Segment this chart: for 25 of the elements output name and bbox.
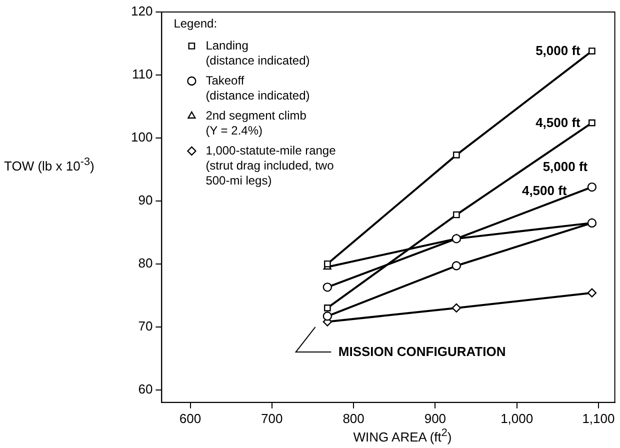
x-tick-label: 900 [424,410,446,426]
x-tick-label: 600 [179,410,202,426]
annotation: MISSION CONFIGURATION [338,344,506,360]
annotation: 4,500 ft [536,115,580,132]
legend-label: Landing (distance indicated) [206,38,310,68]
x-tick-label: 1,000 [500,410,534,426]
annotation: 4,500 ft [522,182,567,199]
y-tick-label: 60 [138,381,153,396]
x-axis-title: WING AREA (ft$^{2}$) [352,427,453,444]
legend-label: 1,000-statute-mile range (strut drag included, two 500-mi legs) [206,143,336,188]
legend-label: 2nd segment climb (Υ = 2.4%) [206,108,307,138]
legend-label: Takeoff (distance indicated) [206,73,310,102]
x-tick-label: 1,100 [582,410,615,426]
annotation: 5,000 ft [536,43,580,60]
y-tick-label: 100 [130,130,153,145]
y-tick-label: 90 [138,192,153,208]
legend-title: Legend: [174,16,218,30]
x-tick-label: 700 [261,410,283,426]
y-axis-title: TOW (lb x 10$^{-3}$) [4,156,96,174]
y-tick-label: 120 [130,4,153,19]
y-tick-label: 70 [138,318,153,334]
x-tick-label: 800 [342,410,364,426]
y-tick-label: 110 [132,66,153,82]
y-tick-label: 80 [138,255,153,270]
annotation: 5,000 ft [542,159,588,176]
